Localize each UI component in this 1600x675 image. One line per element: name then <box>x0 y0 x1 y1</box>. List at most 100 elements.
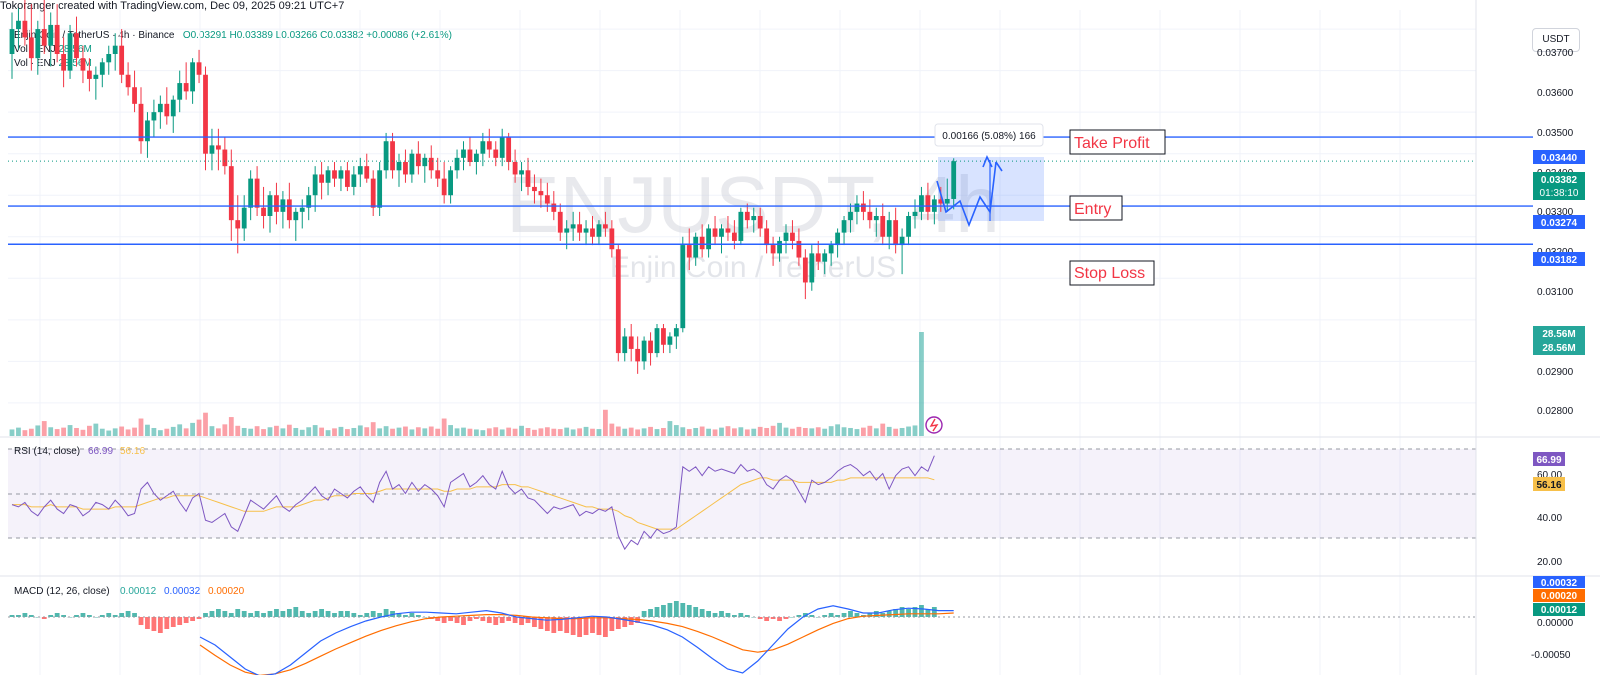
candle-body <box>661 328 666 345</box>
macd-histogram-bar <box>293 607 299 617</box>
volume-bar <box>216 428 221 436</box>
volume-bar <box>751 428 757 436</box>
candle-body <box>28 37 34 59</box>
hist-value-badge <box>1533 603 1585 616</box>
candle-body <box>673 328 679 337</box>
macd-histogram-bar <box>867 613 873 617</box>
macd-histogram-bar <box>854 613 860 617</box>
candle-body <box>609 228 615 250</box>
volume-bar <box>667 421 673 436</box>
macd-histogram-bar <box>254 611 260 617</box>
candle-body <box>951 161 957 199</box>
candle-body <box>461 149 466 158</box>
candle-body <box>622 336 628 354</box>
ohlc-values: O0.03291 H0.03389 L0.03266 C0.03382 +0.0… <box>182 30 452 41</box>
macd-histogram-bar <box>190 617 195 621</box>
volume-bar <box>590 428 595 436</box>
candle-body <box>422 157 428 167</box>
macd-tick: -0.00050 <box>1531 650 1571 661</box>
candle-body <box>203 74 208 154</box>
candle-body <box>777 240 782 254</box>
macd-legend-name[interactable]: MACD (12, 26, close) <box>14 586 110 597</box>
volume-bar <box>332 428 337 436</box>
last-price-badge <box>1533 172 1585 200</box>
macd-histogram-bar <box>931 607 937 617</box>
macd-histogram-bar <box>570 617 576 635</box>
candle-body <box>112 45 118 54</box>
macd-histogram-bar <box>325 611 331 617</box>
price-scale[interactable]: 0.03700 0.03600 0.03500 0.03400 0.03300 … <box>1537 48 1574 417</box>
volume-bar <box>480 430 486 436</box>
candle-body <box>699 236 705 250</box>
macd-histogram-bar <box>409 613 415 617</box>
macd-histogram-bar <box>906 609 911 617</box>
volume-bar <box>512 428 518 436</box>
volume-bar <box>319 427 324 436</box>
macd-histogram-bar <box>228 613 234 617</box>
volume-legend-2[interactable]: Vol · ENJ 28.56M <box>14 58 92 69</box>
macd-histogram-bar <box>577 617 582 637</box>
macd-histogram-bar <box>157 617 163 633</box>
volume-bar <box>377 428 383 436</box>
level-lines[interactable] <box>8 136 1533 245</box>
rsi-legend-name[interactable]: RSI (14, close) <box>14 446 80 457</box>
candle-body <box>351 174 357 187</box>
candle-body <box>87 70 92 79</box>
currency-button[interactable]: USDT <box>1532 28 1580 52</box>
stop-loss-label-box[interactable] <box>1069 260 1155 286</box>
candle-body <box>390 141 395 171</box>
macd-histogram-bar <box>474 617 479 619</box>
candle-body <box>828 245 834 254</box>
candle-body <box>861 203 866 212</box>
candle-body <box>338 170 344 179</box>
hist-value: 0.00012 <box>1541 605 1578 616</box>
candle-body <box>22 20 28 38</box>
macd-histogram-bar <box>377 613 383 617</box>
macd-histogram-bar <box>345 611 350 617</box>
macd-histogram-bar <box>699 609 705 617</box>
macd-histogram-bar <box>87 615 92 617</box>
volume-bar <box>912 425 918 436</box>
chart-caption: Tokoranger created with TradingView.com,… <box>0 0 345 12</box>
volume-bar <box>164 428 170 436</box>
entry-label-box[interactable] <box>1069 195 1123 221</box>
macd-value-badge <box>1533 576 1585 588</box>
macd-histogram-bar <box>486 617 492 623</box>
candle-body <box>132 87 137 104</box>
macd-histogram-bar <box>261 613 266 617</box>
candle-body <box>448 170 453 196</box>
macd-histogram-bar <box>235 609 241 617</box>
measure-tooltip-text: 0.00166 (5.08%) 166 <box>942 131 1036 142</box>
macd-histogram-bar <box>22 613 28 617</box>
volume-bar <box>274 425 279 436</box>
symbol-name[interactable]: Enjin Coin / TetherUS · 4h · Binance <box>14 30 175 41</box>
volume-bar <box>357 425 363 436</box>
macd-histogram-bar <box>441 617 447 623</box>
macd-histogram-bar <box>306 613 312 617</box>
candle-body <box>441 178 447 196</box>
macd-legend-signal: 0.00020 <box>208 586 245 597</box>
volume-bar <box>87 425 92 436</box>
candle-body <box>41 29 47 46</box>
volume-bar <box>673 425 679 436</box>
macd-histogram-bar <box>80 613 86 617</box>
price-tick: 0.02800 <box>1537 406 1574 417</box>
volume-bar <box>680 427 686 436</box>
candle-body <box>74 33 79 59</box>
volume-bar <box>712 429 718 436</box>
volume-bar <box>551 428 557 436</box>
rsi-value-badge <box>1533 452 1565 466</box>
price-tick: 0.03100 <box>1537 287 1574 298</box>
rsi-ma-value: 56.16 <box>1536 480 1561 491</box>
volume-bar <box>519 425 524 436</box>
candle-body <box>299 207 305 212</box>
take-profit-label-box[interactable] <box>1069 129 1166 155</box>
volume-bar <box>396 427 402 436</box>
macd-histogram-bar <box>99 615 105 617</box>
volume-bar <box>919 332 924 436</box>
macd-histogram-bar <box>216 609 221 617</box>
macd-tick: 0.00000 <box>1537 618 1574 629</box>
macd-histogram-bar <box>622 617 628 627</box>
volume-bar <box>783 427 789 436</box>
